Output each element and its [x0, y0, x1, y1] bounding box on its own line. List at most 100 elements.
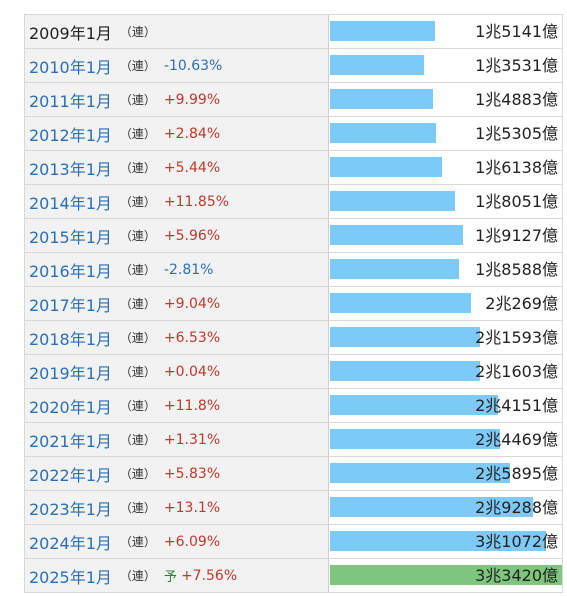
yoy-change: +9.99% [163, 91, 221, 108]
fiscal-year-link[interactable]: 2023年1月 [29, 499, 112, 519]
table-row: 2018年1月 （連） +6.53% 2兆1593億 [24, 321, 563, 355]
value-bar [330, 395, 498, 415]
row-label-cell: 2023年1月 （連） +13.1% [25, 491, 329, 524]
fiscal-year-link[interactable]: 2020年1月 [29, 397, 112, 417]
consolidated-tag: （連） [119, 263, 156, 277]
table-row: 2025年1月 （連） 予 +7.56% 3兆3420億 [24, 559, 563, 593]
revenue-value: 1兆9127億 [475, 226, 558, 245]
value-bar [330, 361, 480, 381]
yoy-change: +9.04% [163, 295, 221, 312]
table-row: 2021年1月 （連） +1.31% 2兆4469億 [24, 423, 563, 457]
consolidated-tag: （連） [119, 297, 156, 311]
value-bar [330, 157, 442, 177]
value-cell: 1兆9127億 [330, 219, 562, 252]
fiscal-year-link[interactable]: 2017年1月 [29, 295, 112, 315]
revenue-value: 1兆3531億 [475, 56, 558, 75]
consolidated-tag: （連） [119, 229, 156, 243]
fiscal-year-link[interactable]: 2022年1月 [29, 465, 112, 485]
consolidated-tag: （連） [119, 127, 156, 141]
yoy-change: +11.85% [163, 193, 230, 210]
table-row: 2015年1月 （連） +5.96% 1兆9127億 [24, 219, 563, 253]
value-cell: 3兆1072億 [330, 525, 562, 558]
revenue-value: 2兆1593億 [475, 328, 558, 347]
row-label-cell: 2020年1月 （連） +11.8% [25, 389, 329, 422]
value-bar [330, 293, 471, 313]
table-row: 2017年1月 （連） +9.04% 2兆269億 [24, 287, 563, 321]
value-bar [330, 55, 424, 75]
value-cell: 1兆5305億 [330, 117, 562, 150]
value-bar [330, 191, 455, 211]
value-cell: 1兆5141億 [330, 15, 562, 48]
row-label-cell: 2022年1月 （連） +5.83% [25, 457, 329, 490]
table-row: 2012年1月 （連） +2.84% 1兆5305億 [24, 117, 563, 151]
row-label-cell: 2011年1月 （連） +9.99% [25, 83, 329, 116]
fiscal-year-link[interactable]: 2012年1月 [29, 125, 112, 145]
value-cell: 2兆4469億 [330, 423, 562, 456]
row-label-cell: 2015年1月 （連） +5.96% [25, 219, 329, 252]
fiscal-year-link[interactable]: 2011年1月 [29, 91, 112, 111]
yoy-change: +11.8% [163, 397, 221, 414]
consolidated-tag: （連） [119, 25, 156, 39]
value-bar [330, 463, 510, 483]
row-label-cell: 2013年1月 （連） +5.44% [25, 151, 329, 184]
value-cell: 2兆9288億 [330, 491, 562, 524]
consolidated-tag: （連） [119, 195, 156, 209]
table-row: 2024年1月 （連） +6.09% 3兆1072億 [24, 525, 563, 559]
yoy-change: +5.96% [163, 227, 221, 244]
yoy-change: +5.44% [163, 159, 221, 176]
consolidated-tag: （連） [119, 433, 156, 447]
table-row: 2019年1月 （連） +0.04% 2兆1603億 [24, 355, 563, 389]
consolidated-tag: （連） [119, 59, 156, 73]
revenue-value: 2兆269億 [485, 294, 558, 313]
fiscal-year-link[interactable]: 2016年1月 [29, 261, 112, 281]
yoy-change: +1.31% [163, 431, 221, 448]
fiscal-year-link[interactable]: 2025年1月 [29, 567, 112, 587]
yoy-change: +6.53% [163, 329, 221, 346]
value-cell: 2兆269億 [330, 287, 562, 320]
table-row: 2013年1月 （連） +5.44% 1兆6138億 [24, 151, 563, 185]
value-bar [330, 497, 533, 517]
value-cell: 1兆6138億 [330, 151, 562, 184]
revenue-value: 1兆5141億 [475, 22, 558, 41]
yoy-change: -10.63% [163, 57, 223, 74]
value-cell: 1兆4883億 [330, 83, 562, 116]
fiscal-year-link[interactable]: 2024年1月 [29, 533, 112, 553]
value-cell: 1兆8051億 [330, 185, 562, 218]
row-label-cell: 2024年1月 （連） +6.09% [25, 525, 329, 558]
consolidated-tag: （連） [119, 535, 156, 549]
table-row: 2010年1月 （連） -10.63% 1兆3531億 [24, 49, 563, 83]
fiscal-year-link[interactable]: 2018年1月 [29, 329, 112, 349]
consolidated-tag: （連） [119, 399, 156, 413]
row-label-cell: 2018年1月 （連） +6.53% [25, 321, 329, 354]
fiscal-year-link[interactable]: 2015年1月 [29, 227, 112, 247]
revenue-value: 1兆4883億 [475, 90, 558, 109]
consolidated-tag: （連） [119, 93, 156, 107]
fiscal-year-link[interactable]: 2021年1月 [29, 431, 112, 451]
fiscal-year-link[interactable]: 2010年1月 [29, 57, 112, 77]
value-bar [330, 259, 459, 279]
value-bar [330, 327, 480, 347]
value-cell: 1兆8588億 [330, 253, 562, 286]
yoy-change: +2.84% [163, 125, 221, 142]
yoy-change: +7.56% [180, 567, 238, 584]
fiscal-year-link[interactable]: 2013年1月 [29, 159, 112, 179]
forecast-mark: 予 [163, 570, 177, 585]
revenue-value: 2兆5895億 [475, 464, 558, 483]
table-row: 2016年1月 （連） -2.81% 1兆8588億 [24, 253, 563, 287]
row-label-cell: 2021年1月 （連） +1.31% [25, 423, 329, 456]
revenue-value: 2兆4469億 [475, 430, 558, 449]
row-label-cell: 2025年1月 （連） 予 +7.56% [25, 559, 329, 592]
row-label-cell: 2017年1月 （連） +9.04% [25, 287, 329, 320]
row-label-cell: 2014年1月 （連） +11.85% [25, 185, 329, 218]
fiscal-year-link[interactable]: 2014年1月 [29, 193, 112, 213]
yoy-change: +5.83% [163, 465, 221, 482]
revenue-value: 3兆3420億 [475, 566, 558, 585]
table-row: 2014年1月 （連） +11.85% 1兆8051億 [24, 185, 563, 219]
fiscal-year-link[interactable]: 2019年1月 [29, 363, 112, 383]
value-bar [330, 429, 500, 449]
revenue-value: 1兆6138億 [475, 158, 558, 177]
revenue-history-table: 2009年1月 （連） 1兆5141億 2010年1月 （連） -10.63% 1兆3531… [24, 14, 563, 593]
consolidated-tag: （連） [119, 467, 156, 481]
value-bar [330, 123, 436, 143]
revenue-value: 2兆4151億 [475, 396, 558, 415]
